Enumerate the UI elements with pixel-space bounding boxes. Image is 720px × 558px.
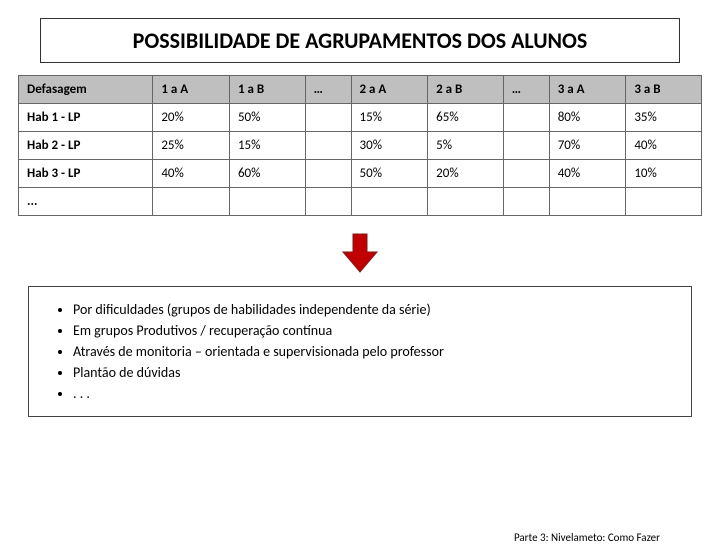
row-label: Hab 3 - LP [19,160,153,188]
cell [503,132,549,160]
list-item: Por dificuldades (grupos de habilidades … [73,301,673,318]
list-item: . . . [73,385,673,402]
row-label: ... [19,188,153,216]
cell [305,188,351,216]
bullet-list: Por dificuldades (grupos de habilidades … [55,301,673,402]
list-item: Em grupos Produtivos / recuperação contí… [73,322,673,339]
cell [305,160,351,188]
cell: 70% [549,132,626,160]
cell [503,160,549,188]
col-header: 3 a A [549,76,626,104]
page-title-box: POSSIBILIDADE DE AGRUPAMENTOS DOS ALUNOS [40,18,680,63]
defasagem-table: Defasagem 1 a A 1 a B … 2 a A 2 a B … 3 … [18,75,702,216]
cell: 20% [153,104,230,132]
col-header: 1 a A [153,76,230,104]
cell: 20% [428,160,504,188]
table-row: Hab 1 - LP 20% 50% 15% 65% 80% 35% [19,104,702,132]
cell: 40% [153,160,230,188]
table-header-row: Defasagem 1 a A 1 a B … 2 a A 2 a B … 3 … [19,76,702,104]
cell [503,188,549,216]
cell: 15% [351,104,428,132]
col-header: … [305,76,351,104]
cell: 80% [549,104,626,132]
list-item: Através de monitoria – orientada e super… [73,343,673,360]
cell [626,188,702,216]
cell [153,188,230,216]
col-header: 1 a B [229,76,305,104]
cell: 50% [229,104,305,132]
cell: 65% [428,104,504,132]
col-header: 3 a B [626,76,702,104]
cell [305,104,351,132]
cell: 25% [153,132,230,160]
table-row: ... [19,188,702,216]
cell [229,188,305,216]
cell: 10% [626,160,702,188]
cell: 15% [229,132,305,160]
cell: 30% [351,132,428,160]
table-row: Hab 2 - LP 25% 15% 30% 5% 70% 40% [19,132,702,160]
cell: 35% [626,104,702,132]
cell: 40% [549,160,626,188]
bullets-box: Por dificuldades (grupos de habilidades … [28,286,692,417]
col-header: 2 a A [351,76,428,104]
row-label: Hab 2 - LP [19,132,153,160]
row-label: Hab 1 - LP [19,104,153,132]
col-header: … [503,76,549,104]
col-header: Defasagem [19,76,153,104]
cell: 5% [428,132,504,160]
cell [549,188,626,216]
cell: 40% [626,132,702,160]
cell: 50% [351,160,428,188]
footer-text: Parte 3: Nivelameto: Como Fazer [514,531,660,544]
cell [428,188,504,216]
table-row: Hab 3 - LP 40% 60% 50% 20% 40% 10% [19,160,702,188]
cell: 60% [229,160,305,188]
col-header: 2 a B [428,76,504,104]
list-item: Plantão de dúvidas [73,364,673,381]
down-arrow-icon [337,230,383,276]
cell [351,188,428,216]
page-title: POSSIBILIDADE DE AGRUPAMENTOS DOS ALUNOS [133,27,588,54]
cell [305,132,351,160]
cell [503,104,549,132]
